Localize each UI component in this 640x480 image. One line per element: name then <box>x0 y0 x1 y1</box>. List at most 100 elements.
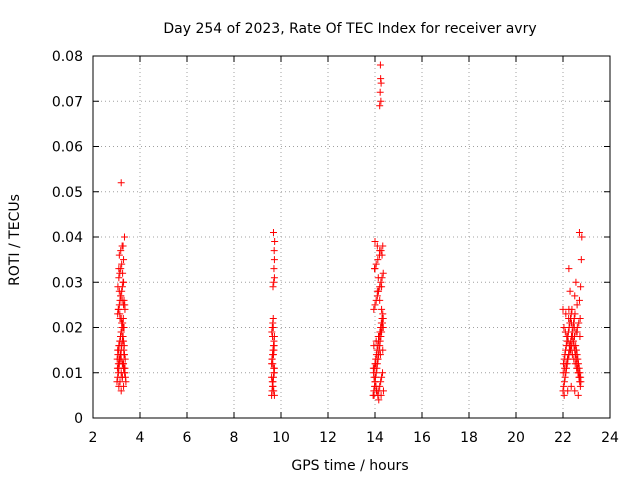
data-point <box>270 265 278 273</box>
data-point <box>570 324 578 331</box>
data-point <box>270 387 278 395</box>
data-point <box>379 369 387 377</box>
data-point <box>376 296 384 304</box>
data-point <box>121 369 129 377</box>
data-point <box>371 265 379 273</box>
x-tick-label: 4 <box>136 430 145 446</box>
data-point <box>376 102 384 110</box>
data-point <box>119 269 127 277</box>
data-point <box>120 382 128 390</box>
data-point <box>577 283 585 291</box>
data-point <box>119 319 127 327</box>
data-point <box>377 328 385 336</box>
y-tick-label: 0.04 <box>52 230 83 246</box>
data-point <box>574 391 582 399</box>
data-point <box>379 324 387 331</box>
data-point <box>115 251 123 259</box>
data-point <box>113 364 121 372</box>
data-point <box>378 251 386 259</box>
x-tick-labels: 2 4 6 8 10 12 14 16 18 20 22 24 <box>89 430 619 446</box>
data-point <box>115 287 123 295</box>
x-tick-label: 24 <box>601 430 619 446</box>
data-point <box>370 391 378 399</box>
data-point <box>374 274 382 282</box>
data-point <box>559 369 567 377</box>
data-point <box>372 387 380 395</box>
data-point <box>375 396 383 404</box>
data-point <box>120 278 128 286</box>
x-tick-label: 2 <box>89 430 98 446</box>
data-point <box>571 360 579 368</box>
data-point <box>114 305 122 313</box>
data-point <box>118 260 126 268</box>
y-tick-label: 0.08 <box>52 49 83 65</box>
data-point <box>373 242 381 250</box>
data-point <box>369 364 377 372</box>
data-point <box>269 360 277 368</box>
data-point <box>377 97 385 105</box>
data-point <box>115 274 123 282</box>
data-point <box>117 328 125 336</box>
plot-frame <box>92 55 611 419</box>
x-tick-label: 20 <box>507 430 525 446</box>
x-tick-label: 22 <box>554 430 572 446</box>
data-point <box>575 373 583 381</box>
data-point <box>270 346 278 354</box>
data-point <box>376 88 384 96</box>
data-point <box>578 233 586 241</box>
data-point <box>576 333 584 341</box>
grid-lines <box>93 56 610 418</box>
data-point <box>577 378 585 386</box>
data-point <box>378 373 386 381</box>
data-point <box>115 265 123 273</box>
data-point <box>269 333 277 341</box>
data-point <box>560 324 568 331</box>
data-point <box>271 238 279 246</box>
data-point <box>269 228 277 236</box>
y-tick-label: 0.03 <box>52 275 83 291</box>
data-point <box>572 278 580 286</box>
data-point <box>377 391 385 399</box>
data-points <box>113 61 586 404</box>
x-tick-label: 14 <box>366 430 384 446</box>
data-point <box>270 247 278 255</box>
data-point <box>573 364 581 372</box>
data-point <box>374 355 382 363</box>
x-tick-label: 18 <box>460 430 478 446</box>
data-point <box>268 378 276 386</box>
data-point <box>567 319 575 327</box>
data-point <box>117 355 125 363</box>
x-tick-label: 16 <box>413 430 431 446</box>
data-point <box>575 228 583 236</box>
data-point <box>564 387 572 395</box>
data-point <box>116 310 124 318</box>
x-tick-label: 10 <box>272 430 290 446</box>
data-point <box>372 360 380 368</box>
chart-title: Day 254 of 2023, Rate Of TEC Index for r… <box>163 21 536 37</box>
data-point <box>370 305 378 313</box>
data-point <box>370 373 378 381</box>
data-point <box>560 378 568 386</box>
x-tick-label: 8 <box>230 430 239 446</box>
data-point <box>577 256 585 264</box>
data-point <box>574 369 582 377</box>
data-point <box>376 382 384 390</box>
data-point <box>120 324 128 331</box>
data-point <box>565 305 573 313</box>
data-point <box>377 319 385 327</box>
data-point <box>120 256 128 264</box>
axis-ticks <box>92 55 611 419</box>
data-point <box>376 61 384 69</box>
y-tick-label: 0.01 <box>52 366 83 382</box>
x-axis-label: GPS time / hours <box>291 458 408 474</box>
data-point <box>119 242 127 250</box>
data-point <box>116 337 124 345</box>
y-tick-label: 0.07 <box>52 94 83 110</box>
data-point <box>120 301 128 309</box>
data-point <box>376 351 384 359</box>
data-point <box>371 238 379 246</box>
x-tick-label: 12 <box>319 430 337 446</box>
y-tick-labels: 0 0.01 0.02 0.03 0.04 0.05 0.06 0.07 0.08 <box>52 49 83 427</box>
data-point <box>567 382 575 390</box>
